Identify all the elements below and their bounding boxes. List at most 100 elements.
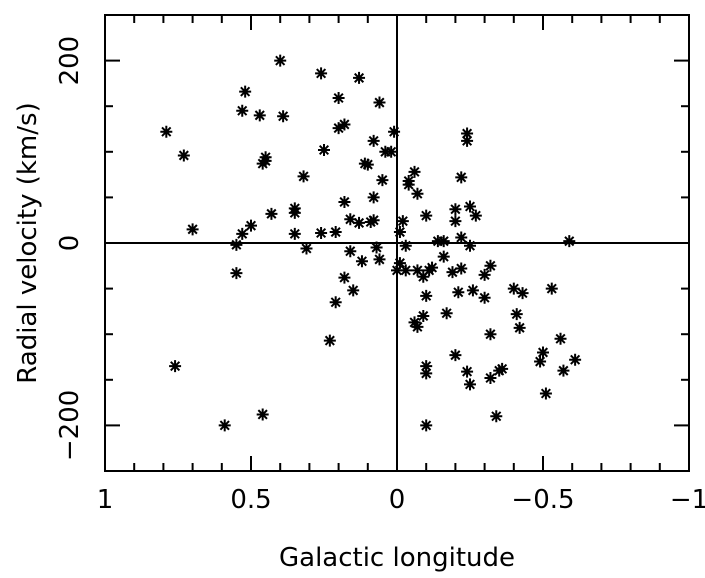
data-point [534, 355, 547, 368]
data-point [446, 266, 459, 279]
y-tick-label: 0 [55, 235, 85, 252]
data-point [408, 165, 421, 178]
data-point [332, 91, 345, 104]
data-point [496, 362, 509, 375]
data-point [452, 286, 465, 299]
data-point [449, 215, 462, 228]
data-point [455, 262, 468, 275]
data-point [464, 239, 476, 252]
data-point [236, 104, 249, 117]
data-point [218, 419, 231, 432]
data-point [318, 143, 330, 156]
x-tick-label: 0 [389, 485, 406, 515]
data-point [408, 316, 421, 329]
data-point [169, 360, 182, 373]
data-point [396, 215, 409, 228]
data-point [367, 134, 380, 147]
reference-lines [105, 15, 689, 471]
data-point [297, 170, 310, 183]
data-point [437, 250, 450, 263]
data-point [315, 226, 328, 239]
data-point [388, 125, 401, 138]
data-point [417, 270, 430, 283]
data-point [461, 365, 474, 378]
data-point [376, 174, 389, 187]
y-tick-label: −200 [55, 390, 85, 461]
data-point [484, 259, 497, 272]
data-point [399, 264, 412, 277]
data-point [484, 371, 497, 384]
data-point [245, 219, 257, 232]
data-point [347, 284, 360, 297]
data-point [461, 134, 474, 147]
data-point [230, 238, 243, 251]
data-point [411, 264, 424, 277]
data-point [332, 122, 345, 135]
data-point [353, 216, 366, 229]
x-axis-label: Galactic longitude [279, 543, 515, 573]
data-point [426, 261, 439, 274]
data-point [373, 96, 386, 109]
data-point [507, 282, 520, 295]
data-point [449, 349, 462, 362]
data-point [230, 267, 243, 280]
data-point [367, 191, 380, 204]
data-point [461, 127, 474, 140]
data-point [537, 346, 549, 359]
x-tick-label: 1 [97, 485, 114, 515]
data-point [420, 419, 433, 432]
data-point [455, 231, 468, 244]
data-point [466, 284, 479, 297]
data-point [236, 227, 249, 240]
data-point [399, 239, 412, 252]
data-point [554, 332, 567, 345]
data-point [385, 145, 398, 158]
data-point [338, 271, 351, 284]
data-point [469, 209, 482, 222]
data-point [177, 149, 190, 162]
data-point [420, 367, 433, 380]
data-point [545, 282, 558, 295]
data-point [402, 178, 415, 191]
data-point [186, 223, 199, 236]
data-point [370, 241, 383, 254]
data-point [355, 255, 368, 268]
plot-frame [104, 14, 690, 472]
data-point [490, 410, 503, 423]
data-point [484, 328, 497, 341]
data-point [329, 296, 342, 309]
data-point [393, 257, 406, 270]
x-tick-label: −0.5 [511, 485, 574, 515]
data-point [329, 226, 342, 239]
data-point [411, 320, 424, 333]
data-point [449, 203, 462, 216]
data-point [160, 125, 173, 138]
y-axis-label: Radial velocity (km/s) [13, 102, 43, 383]
data-point [239, 85, 252, 98]
data-point [300, 242, 313, 255]
data-point [569, 353, 582, 366]
data-point [417, 309, 430, 322]
data-point [455, 171, 468, 184]
x-tick-label: 0.5 [230, 485, 271, 515]
data-point [265, 207, 278, 220]
data-point [256, 157, 269, 170]
data-point [513, 321, 526, 334]
data-point [411, 187, 424, 200]
x-tick-label: −1 [670, 485, 705, 515]
data-point [516, 287, 529, 300]
data-point [420, 209, 433, 222]
data-point [393, 226, 406, 239]
data-point [338, 195, 351, 208]
data-point [478, 291, 491, 304]
data-point [256, 408, 269, 421]
data-point [274, 54, 287, 67]
data-point [353, 71, 366, 84]
data-point [323, 334, 336, 347]
data-point [253, 109, 266, 122]
data-point [338, 118, 351, 131]
data-point [277, 110, 290, 123]
data-point [420, 360, 433, 373]
data-point [464, 200, 476, 213]
